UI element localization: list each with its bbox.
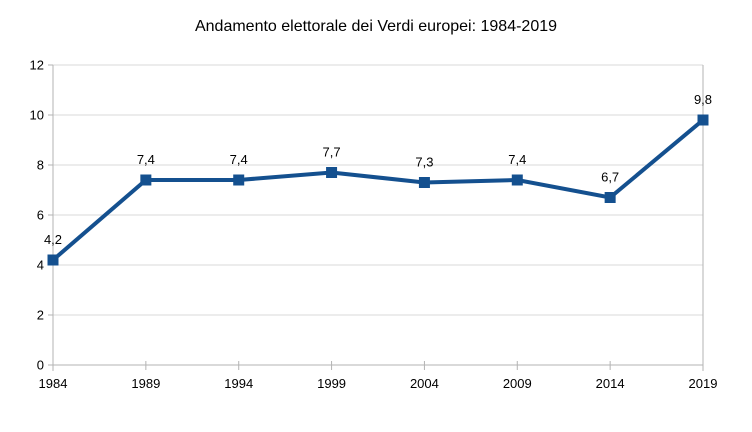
y-axis-tick-label: 2 bbox=[37, 308, 44, 323]
x-axis-tick-label: 2019 bbox=[689, 376, 718, 391]
x-axis-tick-label: 2004 bbox=[410, 376, 439, 391]
y-axis-tick-label: 8 bbox=[37, 158, 44, 173]
x-axis-tick-label: 1989 bbox=[131, 376, 160, 391]
x-axis-tick-label: 1999 bbox=[317, 376, 346, 391]
data-label: 7,3 bbox=[415, 155, 433, 170]
y-axis-tick-label: 0 bbox=[37, 358, 44, 373]
data-label: 6,7 bbox=[601, 170, 619, 185]
data-point-marker bbox=[697, 114, 709, 126]
x-axis-tick-label: 2009 bbox=[503, 376, 532, 391]
data-point-marker bbox=[140, 174, 152, 186]
data-point-marker bbox=[326, 167, 338, 178]
data-point-marker bbox=[418, 177, 430, 188]
data-label: 7,7 bbox=[323, 145, 341, 160]
series-line bbox=[51, 118, 705, 262]
y-axis-tick-label: 6 bbox=[37, 208, 44, 223]
data-label: 4,2 bbox=[44, 232, 62, 247]
chart-title: Andamento elettorale dei Verdi europei: … bbox=[194, 18, 558, 35]
data-point-marker bbox=[47, 254, 59, 266]
y-axis-tick-label: 12 bbox=[30, 58, 44, 73]
data-label: 7,4 bbox=[230, 152, 248, 167]
data-point-marker bbox=[511, 174, 523, 186]
data-point-marker bbox=[604, 192, 616, 203]
data-label: 7,4 bbox=[508, 152, 526, 167]
x-axis-tick-label: 1984 bbox=[39, 376, 68, 391]
x-axis-tick-label: 2014 bbox=[596, 376, 625, 391]
data-label: 7,4 bbox=[137, 152, 155, 167]
data-label: 9,8 bbox=[694, 92, 712, 107]
y-axis-tick-label: 4 bbox=[37, 258, 44, 273]
x-axis-tick-label: 1994 bbox=[224, 376, 253, 391]
y-axis-tick-label: 10 bbox=[30, 108, 44, 123]
data-point-marker bbox=[233, 174, 245, 186]
